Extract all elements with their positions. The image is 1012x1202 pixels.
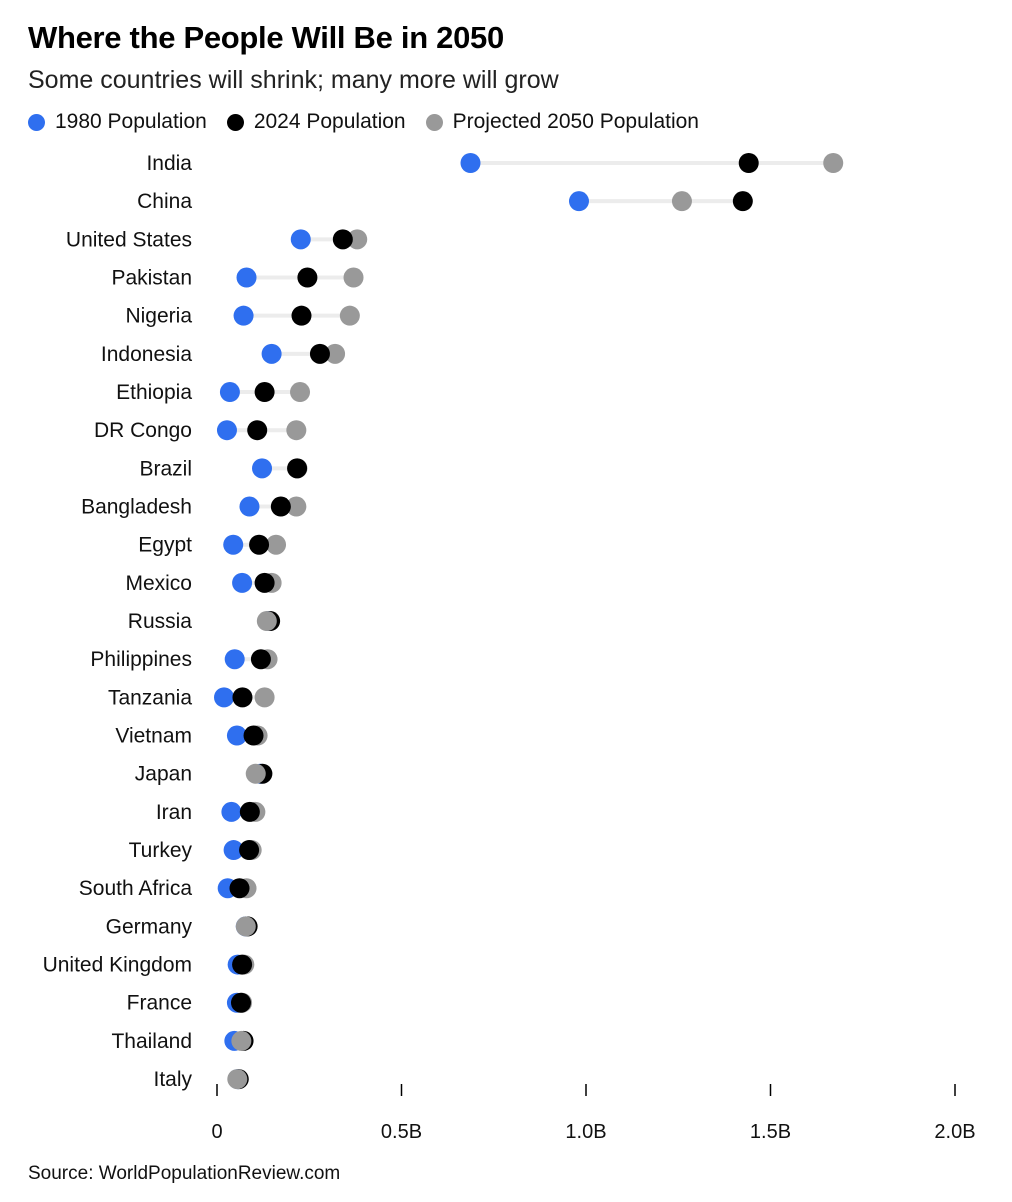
- dot-projected-2050-population-thailand: [231, 1030, 252, 1051]
- legend-item-2050: Projected 2050 Population: [425, 110, 699, 134]
- dot-1980-population-pakistan: [236, 267, 257, 288]
- dot-1980-population-united-states: [290, 229, 311, 250]
- dot-2024-population-united-kingdom: [232, 954, 253, 975]
- dot-2024-population-mexico: [254, 572, 275, 593]
- dot-projected-2050-population-egypt: [266, 534, 287, 555]
- row-label-china: China: [137, 190, 192, 213]
- x-tick-label-1: 0.5B: [381, 1121, 422, 1143]
- dot-2024-population-brazil: [287, 458, 308, 479]
- dot-2024-population-ethiopia: [254, 382, 275, 403]
- dot-2024-population-south-africa: [229, 878, 250, 899]
- x-tick-label-0: 0: [211, 1121, 222, 1143]
- dot-1980-population-indonesia: [261, 343, 282, 364]
- row-label-philippines: Philippines: [90, 648, 192, 671]
- chart-title: Where the People Will Be in 2050: [28, 20, 504, 55]
- legend-item-2024: 2024 Population: [226, 110, 406, 134]
- legend: 1980 Population 2024 Population Projecte…: [28, 110, 719, 134]
- dot-2024-population-bangladesh: [270, 496, 291, 517]
- legend-swatch-2024: [226, 113, 244, 131]
- legend-item-1980: 1980 Population: [28, 110, 207, 134]
- dot-projected-2050-population-india: [823, 153, 844, 173]
- row-label-india: India: [146, 152, 192, 175]
- row-label-south-africa: South Africa: [79, 877, 193, 900]
- row-label-bangladesh: Bangladesh: [81, 496, 192, 519]
- dot-1980-population-turkey: [223, 840, 244, 861]
- dot-1980-population-brazil: [252, 458, 273, 479]
- dot-projected-2050-population-united-states: [347, 229, 368, 250]
- row-label-iran: Iran: [156, 801, 192, 824]
- dot-2024-population-turkey: [239, 840, 260, 861]
- dot-2024-population-china: [732, 191, 753, 212]
- row-label-thailand: Thailand: [111, 1030, 192, 1053]
- legend-label-1980: 1980 Population: [55, 110, 207, 133]
- row-label-germany: Germany: [106, 915, 193, 938]
- dot-projected-2050-population-italy: [227, 1069, 248, 1090]
- source-note: Source: WorldPopulationReview.com: [28, 1163, 341, 1184]
- row-label-united-kingdom: United Kingdom: [43, 954, 192, 977]
- row-label-france: France: [127, 992, 192, 1015]
- row-label-tanzania: Tanzania: [108, 686, 192, 709]
- dot-projected-2050-population-ethiopia: [290, 382, 311, 403]
- row-label-dr-congo: DR Congo: [94, 419, 192, 442]
- x-tick-label-2: 1.0B: [565, 1121, 606, 1143]
- legend-label-2050: Projected 2050 Population: [452, 110, 699, 133]
- row-label-egypt: Egypt: [138, 534, 192, 557]
- dot-2024-population-philippines: [250, 649, 271, 670]
- dot-plot: India China United States Pakistan Nigeria In…: [43, 152, 976, 1143]
- dot-projected-2050-population-pakistan: [343, 267, 364, 288]
- row-label-ethiopia: Ethiopia: [116, 381, 192, 404]
- row-label-nigeria: Nigeria: [125, 305, 192, 328]
- dot-projected-2050-population-dr-congo: [286, 420, 307, 441]
- dot-1980-population-india: [460, 153, 481, 173]
- dot-1980-population-dr-congo: [216, 420, 237, 441]
- dot-1980-population-bangladesh: [239, 496, 260, 517]
- dot-projected-2050-population-indonesia: [325, 343, 346, 364]
- dot-2024-population-united-states: [332, 229, 353, 250]
- dot-2024-population-france: [230, 992, 251, 1013]
- row-label-italy: Italy: [153, 1068, 192, 1091]
- x-tick-label-3: 1.5B: [750, 1121, 791, 1143]
- dot-2024-population-iran: [239, 801, 260, 822]
- dot-projected-2050-population-japan: [245, 763, 266, 784]
- dot-1980-population-egypt: [223, 534, 244, 555]
- row-label-mexico: Mexico: [125, 572, 192, 595]
- row-label-turkey: Turkey: [129, 839, 193, 862]
- dot-projected-2050-population-nigeria: [339, 305, 360, 326]
- dot-1980-population-mexico: [232, 572, 253, 593]
- dot-2024-population-egypt: [249, 534, 270, 555]
- row-label-japan: Japan: [135, 763, 192, 786]
- row-label-vietnam: Vietnam: [115, 725, 192, 748]
- legend-swatch-2050: [425, 113, 443, 131]
- dot-2024-population-india: [738, 153, 759, 173]
- row-label-indonesia: Indonesia: [101, 343, 192, 366]
- dot-1980-population-iran: [221, 801, 242, 822]
- dot-projected-2050-population-russia: [256, 611, 277, 632]
- dot-1980-population-tanzania: [214, 687, 235, 708]
- row-label-united-states: United States: [66, 228, 192, 251]
- chart-subtitle: Some countries will shrink; many more wi…: [28, 66, 559, 94]
- dot-1980-population-china: [568, 191, 589, 212]
- dot-projected-2050-population-tanzania: [254, 687, 275, 708]
- legend-swatch-1980: [28, 113, 45, 131]
- dot-2024-population-vietnam: [243, 725, 264, 746]
- dot-2024-population-tanzania: [232, 687, 253, 708]
- dot-2024-population-dr-congo: [247, 420, 268, 441]
- dot-1980-population-ethiopia: [219, 382, 240, 403]
- dot-projected-2050-population-bangladesh: [286, 496, 307, 517]
- dot-projected-2050-population-china: [671, 191, 692, 212]
- row-label-pakistan: Pakistan: [111, 267, 192, 290]
- dot-1980-population-philippines: [224, 649, 245, 670]
- row-label-russia: Russia: [128, 610, 193, 633]
- legend-label-2024: 2024 Population: [253, 110, 406, 133]
- dot-2024-population-pakistan: [297, 267, 318, 288]
- dot-1980-population-nigeria: [233, 305, 254, 326]
- dot-2024-population-indonesia: [309, 343, 330, 364]
- x-tick-label-4: 2.0B: [934, 1121, 975, 1143]
- row-label-brazil: Brazil: [139, 457, 192, 480]
- dot-projected-2050-population-germany: [235, 916, 256, 937]
- dot-1980-population-vietnam: [226, 725, 247, 746]
- dot-2024-population-nigeria: [291, 305, 312, 326]
